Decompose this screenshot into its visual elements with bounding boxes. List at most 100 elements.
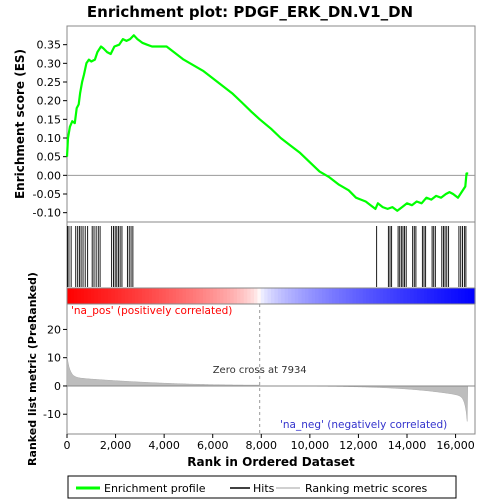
- color-bar-segment: [315, 288, 320, 304]
- color-bar-segment: [114, 288, 119, 304]
- color-bar-segment: [424, 288, 428, 304]
- color-bar-segment: [291, 288, 296, 304]
- color-bar-segment: [407, 288, 411, 304]
- x-tick-label: 8,000: [246, 439, 278, 452]
- x-tick-label: 16,000: [436, 439, 475, 452]
- color-bar-segment: [471, 288, 476, 304]
- x-axis: 0 2,000 4,000 6,000 8,000 10,000 12,000 14,000 1…: [64, 434, 475, 452]
- zero-cross-label: Zero cross at 7934: [213, 365, 307, 376]
- color-bar-segment: [199, 288, 204, 304]
- x-tick-label: 12,000: [339, 439, 378, 452]
- color-bar-segment: [308, 288, 313, 304]
- es-y-tick-label: 0.10: [37, 132, 62, 145]
- x-tick-label: 2,000: [100, 439, 132, 452]
- color-bar-segment: [179, 288, 184, 304]
- color-bar-segment: [332, 288, 337, 304]
- color-bar-segment: [220, 288, 224, 304]
- color-bar-segment: [410, 288, 415, 304]
- color-bar-segment: [277, 288, 282, 304]
- legend-enrichment-label: Enrichment profile: [104, 482, 206, 495]
- metric-y-tick-label: -10: [43, 408, 61, 421]
- neg-correlated-label: 'na_neg' (negatively correlated): [280, 419, 447, 431]
- color-bar-segment: [237, 288, 241, 304]
- color-bar-segment: [101, 288, 105, 304]
- color-bar-segment: [373, 288, 377, 304]
- chart-title: Enrichment plot: PDGF_ERK_DN.V1_DN: [87, 3, 413, 21]
- color-bar-segment: [349, 288, 354, 304]
- color-bar-segment: [175, 288, 180, 304]
- color-bar-segment: [267, 288, 272, 304]
- color-bar-segment: [335, 288, 340, 304]
- es-y-tick-label: 0.30: [37, 57, 62, 70]
- metric-y-tick-label: 20: [47, 323, 61, 336]
- es-y-tick-label: 0.35: [37, 39, 62, 52]
- color-bar-segment: [247, 288, 252, 304]
- color-bar-segment: [386, 288, 391, 304]
- color-bar-segment: [434, 288, 439, 304]
- color-bar-segment: [162, 288, 167, 304]
- color-bar-segment: [430, 288, 435, 304]
- color-bar-segment: [311, 288, 316, 304]
- color-bar-segment: [454, 288, 459, 304]
- color-bar-segment: [257, 288, 262, 304]
- color-bar-segment: [216, 288, 221, 304]
- color-bar-segment: [141, 288, 146, 304]
- legend-hits-label: Hits: [253, 482, 275, 495]
- color-bar-segment: [226, 288, 231, 304]
- metric-y-axis-label: Ranked list metric (PreRanked): [26, 272, 39, 466]
- color-bar-segment: [301, 288, 306, 304]
- color-bar-segment: [379, 288, 384, 304]
- metric-y-tick-label: 0: [54, 380, 61, 393]
- color-bar-segment: [158, 288, 163, 304]
- color-bar-segment: [192, 288, 197, 304]
- x-tick-label: 14,000: [388, 439, 427, 452]
- color-bar-segment: [182, 288, 187, 304]
- legend: Enrichment profile Hits Ranking metric s…: [67, 475, 457, 499]
- color-bar-segment: [393, 288, 398, 304]
- color-bar-segment: [264, 288, 269, 304]
- color-bar-segment: [356, 288, 360, 304]
- color-bar-segment: [196, 288, 201, 304]
- color-bar-segment: [451, 288, 456, 304]
- color-bar-segment: [111, 288, 116, 304]
- enrichment-profile-path: [65, 34, 469, 212]
- color-bar-segment: [94, 288, 99, 304]
- x-tick-label: 4,000: [148, 439, 180, 452]
- color-bar-segment: [305, 288, 309, 304]
- color-bar-segment: [155, 288, 160, 304]
- x-tick-label: 0: [64, 439, 71, 452]
- color-bar-segment: [271, 288, 275, 304]
- color-bar-segment: [369, 288, 374, 304]
- color-bar-segment: [121, 288, 126, 304]
- color-bar-segment: [322, 288, 326, 304]
- color-bar-segment: [169, 288, 173, 304]
- color-bar-segment: [243, 288, 248, 304]
- metric-panel: -10 0 10 20 Zero cross at 7934 'na_pos' (po…: [26, 272, 476, 466]
- color-bar-segment: [437, 288, 442, 304]
- color-bar-segment: [77, 288, 82, 304]
- color-bar-segment: [124, 288, 129, 304]
- color-bar-segment: [233, 288, 238, 304]
- color-bar-segment: [417, 288, 422, 304]
- color-bar-segment: [87, 288, 92, 304]
- color-bar-segment: [352, 288, 357, 304]
- legend-metric-label: Ranking metric scores: [305, 482, 427, 495]
- es-panel: -0.10 -0.05 0.00 0.05 0.10 0.15 0.20 0.25 0.30 0.…: [13, 25, 476, 223]
- color-bar-segment: [359, 288, 364, 304]
- color-bar-segment: [186, 288, 190, 304]
- color-bar-segment: [131, 288, 136, 304]
- es-y-tick-label: -0.05: [33, 188, 61, 201]
- color-bar-segment: [274, 288, 279, 304]
- color-bar-segment: [189, 288, 194, 304]
- color-bar-segment: [107, 288, 112, 304]
- color-bar-segment: [223, 288, 228, 304]
- color-bar-segment: [97, 288, 102, 304]
- es-y-axis-label: Enrichment score (ES): [13, 49, 27, 199]
- color-bar-segment: [318, 288, 323, 304]
- color-bar-segment: [230, 288, 235, 304]
- metric-y-tick-label: 10: [47, 352, 61, 365]
- pos-correlated-label: 'na_pos' (positively correlated): [71, 305, 232, 317]
- color-bar-segment: [342, 288, 347, 304]
- color-bar-segment: [294, 288, 299, 304]
- color-bar-segment: [362, 288, 367, 304]
